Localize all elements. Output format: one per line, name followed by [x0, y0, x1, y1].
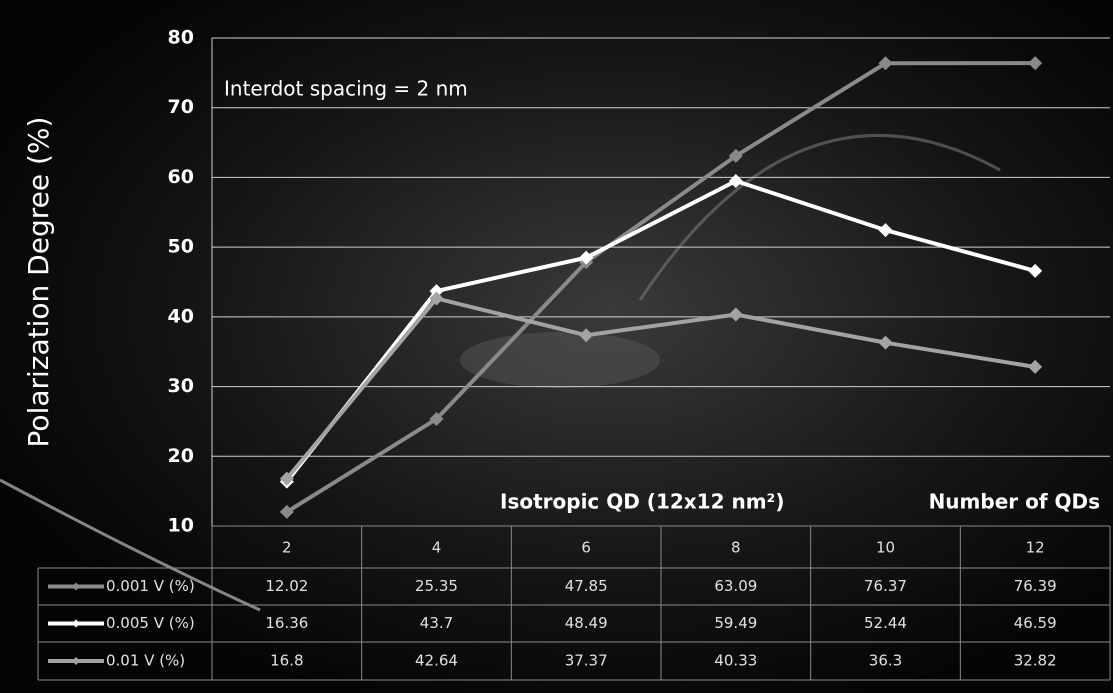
y-tick-label: 50 [168, 236, 194, 258]
series-line [285, 61, 1036, 514]
decor-arc [638, 133, 1001, 301]
table-value: 63.09 [714, 577, 757, 595]
legend-marker [72, 657, 80, 665]
legend-label: 0.01 V (%) [106, 652, 185, 670]
table-value: 37.37 [565, 652, 608, 670]
x-tick-label: 4 [432, 539, 442, 557]
table-value: 59.49 [714, 614, 757, 632]
x-tick-label: 8 [731, 539, 741, 557]
marker [878, 335, 893, 350]
table-value: 32.82 [1014, 652, 1057, 670]
table-value: 16.8 [270, 652, 303, 670]
table-value: 42.64 [415, 652, 458, 670]
annotation: Isotropic QD (12x12 nm²) [500, 490, 784, 514]
y-axis-label: Polarization Degree (%) [22, 117, 55, 448]
x-tick-label: 2 [282, 539, 292, 557]
table-value: 16.36 [265, 614, 308, 632]
table-value: 36.3 [869, 652, 902, 670]
y-tick-label: 60 [168, 166, 194, 188]
decor-arc [0, 478, 261, 612]
x-tick-label: 12 [1026, 539, 1045, 557]
marker [728, 307, 743, 322]
y-tick-label: 20 [168, 445, 194, 467]
marker [1028, 359, 1043, 374]
x-tick-label: 10 [876, 539, 895, 557]
table-value: 48.49 [565, 614, 608, 632]
y-tick-label: 70 [168, 96, 194, 118]
table-value: 43.7 [420, 614, 453, 632]
marker [728, 173, 743, 188]
y-tick-label: 30 [168, 375, 194, 397]
legend-label: 0.001 V (%) [106, 577, 195, 595]
table-value: 40.33 [714, 652, 757, 670]
marker [1028, 263, 1043, 278]
y-tick-label: 40 [168, 305, 194, 327]
table-value: 76.39 [1014, 577, 1057, 595]
marker [579, 328, 594, 343]
marker [429, 284, 444, 299]
table-value: 52.44 [864, 614, 907, 632]
table-value: 46.59 [1014, 614, 1057, 632]
marker [429, 411, 444, 426]
marker [728, 148, 743, 163]
legend-label: 0.005 V (%) [106, 614, 195, 632]
table-value: 25.35 [415, 577, 458, 595]
marker [279, 504, 294, 519]
decor-lens [460, 332, 660, 388]
marker [878, 56, 893, 71]
annotation: Number of QDs [929, 490, 1100, 514]
legend-marker [72, 619, 80, 628]
marker [1028, 56, 1043, 71]
marker [429, 291, 444, 306]
table-value: 47.85 [565, 577, 608, 595]
x-tick-label: 6 [581, 539, 591, 557]
marker [579, 250, 594, 265]
table-value: 12.02 [265, 577, 308, 595]
marker [279, 471, 294, 486]
marker [878, 223, 893, 238]
series-line [285, 178, 1036, 483]
table-value: 76.37 [864, 577, 907, 595]
legend-marker [72, 582, 80, 591]
y-tick-label: 80 [168, 27, 194, 49]
annotation: Interdot spacing = 2 nm [224, 77, 468, 101]
y-tick-label: 10 [168, 515, 194, 537]
series-line [285, 296, 1036, 480]
